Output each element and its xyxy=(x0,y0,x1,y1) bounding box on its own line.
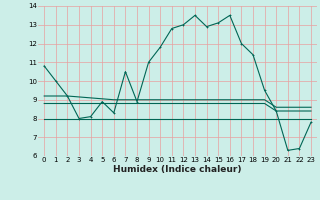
X-axis label: Humidex (Indice chaleur): Humidex (Indice chaleur) xyxy=(113,165,242,174)
